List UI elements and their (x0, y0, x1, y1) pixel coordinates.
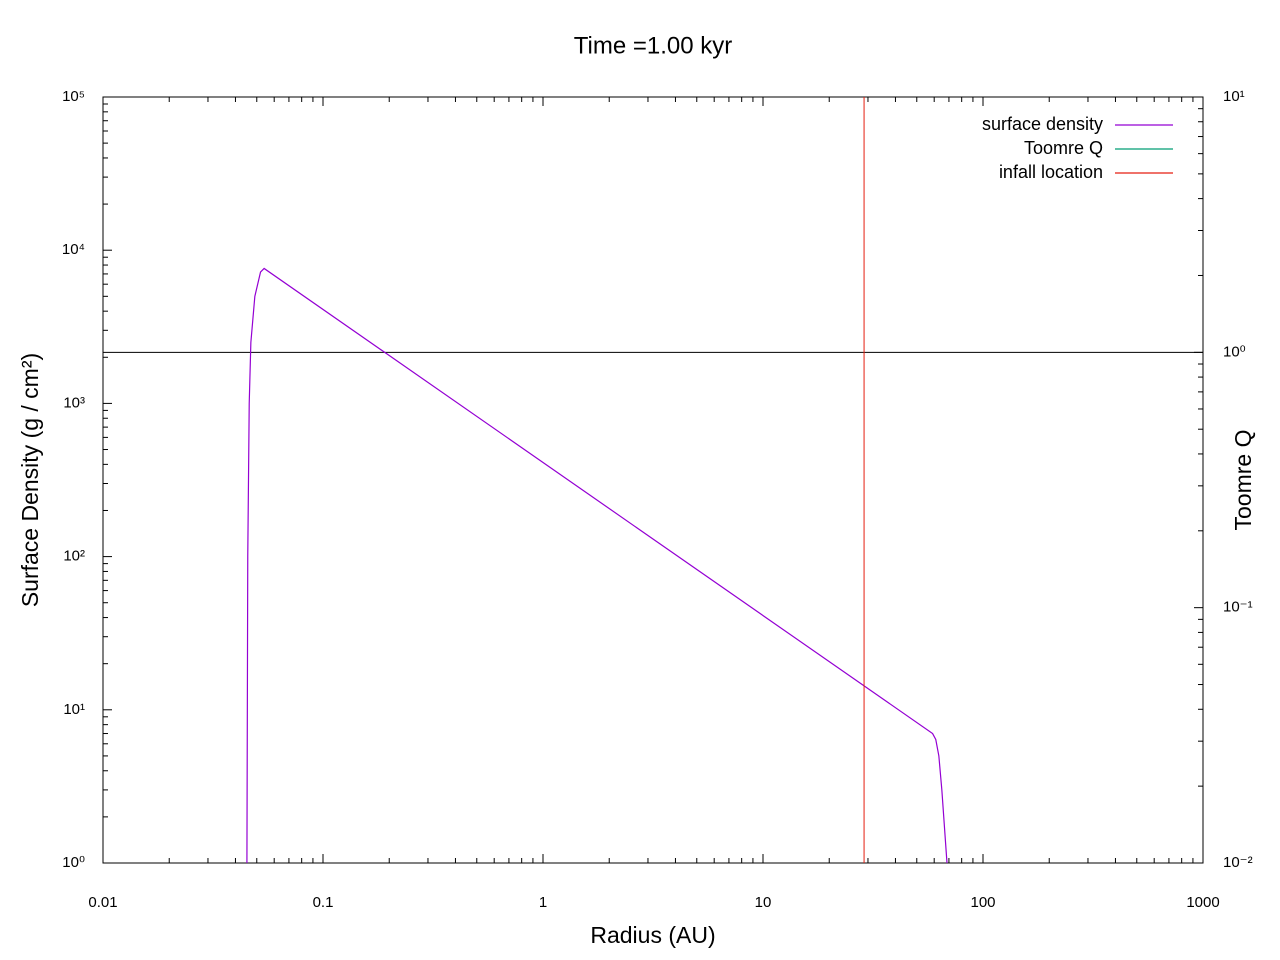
y-tick-label: 10³ (63, 394, 85, 411)
data-line (246, 267, 948, 863)
plot-frame (102, 96, 1204, 864)
chart-title: Time =1.00 kyr (574, 32, 733, 59)
legend-label: infall location (999, 162, 1103, 182)
y-axis-label: Surface Density (g / cm²) (17, 353, 43, 607)
y-tick-label: 10⁵ (62, 88, 85, 105)
x-tick-label: 10 (755, 894, 772, 911)
legend-label: Toomre Q (1024, 138, 1103, 158)
y2-axis-label: Toomre Q (1230, 430, 1256, 531)
y2-tick-label: 10⁰ (1223, 343, 1246, 360)
x-tick-label: 0.01 (88, 894, 117, 911)
y-tick-label: 10⁰ (62, 854, 85, 871)
x-tick-label: 1 (539, 894, 547, 911)
legend-label: surface density (982, 114, 1103, 134)
y-tick-label: 10¹ (63, 701, 85, 718)
x-tick-label: 1000 (1186, 894, 1219, 911)
y2-tick-label: 10¹ (1223, 88, 1245, 105)
y-tick-label: 10⁴ (62, 241, 85, 258)
x-tick-label: 0.1 (313, 894, 334, 911)
y2-tick-label: 10⁻² (1223, 854, 1253, 871)
y-tick-label: 10² (63, 548, 85, 565)
x-tick-label: 100 (970, 894, 995, 911)
y2-tick-label: 10⁻¹ (1223, 599, 1253, 616)
x-axis-label: Radius (AU) (590, 922, 715, 948)
